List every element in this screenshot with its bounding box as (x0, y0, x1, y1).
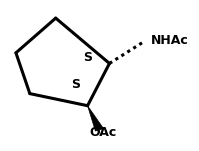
Text: S: S (83, 51, 92, 64)
Text: S: S (71, 78, 80, 91)
Polygon shape (88, 106, 104, 131)
Text: NHAc: NHAc (151, 34, 189, 47)
Text: OAc: OAc (90, 126, 117, 139)
